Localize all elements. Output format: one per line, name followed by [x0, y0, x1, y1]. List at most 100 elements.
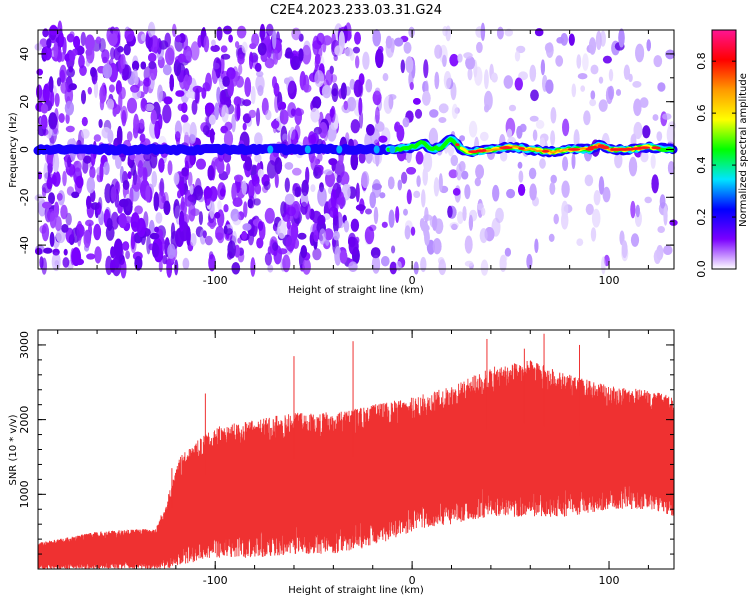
spectrogram-cell: [235, 41, 240, 49]
spectrogram-cell: [93, 223, 102, 241]
spectrogram-cell: [139, 118, 145, 130]
spectrogram-cell: [259, 23, 266, 41]
spectrogram-cell: [300, 245, 307, 259]
spectrogram-cell: [366, 124, 375, 136]
spectrogram-cell: [223, 225, 228, 235]
spectrogram-cell: [287, 80, 297, 100]
spectrogram-cell: [369, 191, 377, 209]
spectrogram-cell: [286, 206, 296, 217]
spectrogram-cell: [535, 119, 545, 129]
spectrogram-cell: [284, 51, 294, 59]
spectrogram-cell: [95, 36, 102, 44]
spectrogram-cell: [223, 130, 234, 148]
spectrogram-cell: [41, 223, 50, 242]
spectrogram-cell: [406, 167, 417, 175]
spectrogram-cell: [247, 228, 255, 246]
spectrogram-cell: [81, 116, 88, 127]
spectrogram-cell: [484, 104, 490, 113]
spectrogram-cell: [134, 205, 144, 215]
spectrogram-cell: [438, 173, 443, 192]
spectrogram-cell: [120, 53, 126, 70]
spectrogram-cell: [175, 90, 185, 97]
spectrogram-cell: [652, 114, 659, 121]
spectrogram-cell: [462, 206, 467, 222]
spectrogram-cell: [136, 217, 146, 238]
spectrogram-cell: [64, 53, 71, 62]
spectrogram-cell: [126, 131, 133, 142]
spectrogram-cell: [630, 233, 640, 247]
spectrogram-hotspot: [654, 146, 661, 150]
spectrogram-cell: [251, 33, 260, 47]
spectrogram-cell: [71, 48, 78, 57]
spectrogram-cell: [106, 98, 115, 111]
spectrogram-cell: [365, 208, 372, 215]
spectrogram-cell: [334, 45, 343, 56]
colorbar-ticks: 0.0 0.2 0.4 0.6 0.8: [695, 52, 736, 278]
spectrogram-cell: [185, 91, 196, 99]
spectrogram-cell: [125, 250, 130, 260]
spectrogram-cell: [98, 119, 103, 128]
spectrogram-cell: [204, 102, 215, 114]
spectrogram-cell: [90, 67, 97, 78]
spectrogram-cell: [434, 44, 443, 59]
spectrogram-cell: [416, 175, 421, 188]
spectrogram-cell: [476, 41, 483, 54]
spectrogram-cell: [343, 220, 350, 233]
spectrogram-cell: [630, 200, 636, 219]
spectrogram-cell: [165, 47, 175, 66]
spectrogram-cell: [372, 90, 382, 106]
spectrogram-cell: [591, 208, 601, 228]
spectrogram-cell: [210, 44, 220, 53]
spectrogram-cell: [404, 225, 411, 240]
spectrogram-cell: [216, 160, 225, 174]
spectrogram-cell: [180, 114, 189, 123]
spectrogram-cell: [628, 156, 638, 177]
spectrogram-cell: [361, 171, 370, 189]
spectrogram-cell: [280, 109, 289, 125]
spectrogram-cell: [108, 84, 115, 93]
spectrogram-cell: [491, 72, 498, 83]
spectrogram-cell: [422, 167, 428, 186]
colorbar-scale: [711, 29, 737, 270]
spectrogram-cell: [231, 182, 237, 201]
spectrogram-cell: [506, 128, 513, 138]
spectrogram-cell: [177, 53, 186, 63]
spectrogram-cell: [590, 64, 599, 75]
spectrogram-cell: [553, 213, 559, 225]
spectrogram-ticks: -100 0 100 -40 -20 0 20 40: [18, 29, 674, 287]
spectrogram-cell: [175, 228, 185, 247]
spectrogram-cell: [234, 174, 244, 182]
x-tick-label: 100: [599, 574, 620, 587]
spectrogram-cell: [451, 223, 458, 230]
spectrogram-cell: [80, 31, 87, 47]
spectrogram-cell: [173, 199, 180, 219]
spectrogram-cell: [244, 77, 252, 97]
spectrogram-cell: [659, 194, 666, 209]
spectrogram-cell: [467, 67, 473, 81]
spectrogram-cell: [448, 169, 458, 179]
spectrogram-cell: [214, 212, 221, 219]
spectrogram-cell: [40, 114, 48, 130]
spectrogram-cell: [120, 105, 128, 124]
colorbar-label: Normalized spectral amplitude: [738, 73, 749, 227]
spectrogram-cell: [365, 79, 373, 93]
spectrogram-cell: [49, 231, 55, 247]
spectrogram-cell: [311, 210, 322, 224]
spectrogram-cell: [162, 64, 172, 76]
spectrogram-cell: [517, 161, 523, 169]
spectrogram-cell: [413, 261, 419, 275]
spectrogram-cell: [568, 33, 575, 46]
spectrogram-cell: [133, 113, 140, 134]
spectrogram-cell: [65, 113, 70, 124]
spectrogram-cell: [52, 152, 60, 173]
spectrogram-cell: [36, 68, 43, 76]
spectrogram-cell: [355, 55, 360, 69]
spectrogram-cell: [254, 153, 262, 163]
spectrogram-cell: [292, 167, 302, 176]
spectrogram-cell: [110, 186, 117, 202]
spectrogram-cell: [181, 167, 189, 177]
spectrogram-cell: [539, 137, 546, 148]
spectrogram-cell: [623, 64, 631, 80]
spectrogram-cell: [127, 171, 132, 180]
